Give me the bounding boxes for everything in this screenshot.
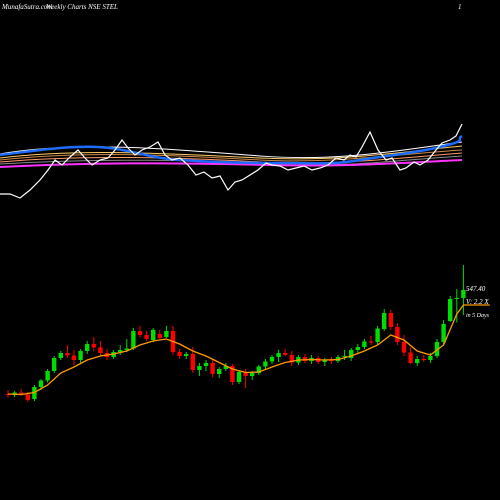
candle-body xyxy=(448,299,453,321)
period-label: in 5 Days xyxy=(466,313,490,319)
header-right-text: 1 xyxy=(458,3,462,11)
candle-body xyxy=(124,348,129,350)
candle-body xyxy=(375,328,380,342)
candle-body xyxy=(98,347,103,353)
candle-body xyxy=(78,351,83,360)
candle-body xyxy=(322,359,327,362)
candle-body xyxy=(203,363,209,366)
candle-body xyxy=(144,335,149,339)
candle-body xyxy=(197,366,202,370)
candle-body xyxy=(382,313,387,329)
candle-body xyxy=(131,331,136,349)
candle-body xyxy=(164,331,169,337)
candle-body xyxy=(408,352,413,363)
change-label: V: 2.2 X xyxy=(466,298,489,306)
candle-body xyxy=(157,334,162,338)
candle-body xyxy=(91,344,96,348)
candle-body xyxy=(230,366,235,382)
ema-line xyxy=(7,304,490,396)
candle-body xyxy=(223,366,228,369)
candle-body xyxy=(217,369,222,374)
candle-body xyxy=(184,354,189,356)
candle-body xyxy=(65,353,70,356)
indicator-panel xyxy=(0,123,463,199)
chart-title: Weekly Charts NSE STEL xyxy=(46,3,118,11)
candle-body xyxy=(210,363,215,374)
candle-body xyxy=(151,330,156,340)
candle-body xyxy=(190,354,195,370)
indicator-white-line xyxy=(0,123,463,199)
candle-body xyxy=(243,372,248,376)
candle-body xyxy=(269,357,275,362)
candle-body xyxy=(137,331,143,335)
ma-line-blue xyxy=(0,134,463,165)
candle-body xyxy=(85,344,90,351)
candle-body xyxy=(349,350,354,358)
candle-body xyxy=(428,356,433,360)
candle-body xyxy=(395,327,400,342)
candle-body xyxy=(256,366,261,373)
candle-body xyxy=(355,347,360,350)
candle-body xyxy=(368,341,374,343)
candle-body xyxy=(25,394,30,400)
candle-body xyxy=(421,359,426,360)
candle-body xyxy=(342,356,347,357)
candle-body xyxy=(415,359,420,363)
candle-body xyxy=(45,371,50,381)
candle-body xyxy=(283,353,288,355)
candle-body xyxy=(289,355,294,363)
candle-body xyxy=(118,350,123,352)
candle-body xyxy=(263,361,268,367)
candle-body xyxy=(434,342,440,356)
candle-body xyxy=(250,373,255,376)
last-price-label: 547.40 xyxy=(466,285,486,293)
candle-body xyxy=(71,355,77,360)
candle-body xyxy=(58,353,63,358)
candle-body xyxy=(177,352,182,356)
candle-body xyxy=(276,353,281,357)
candle-body xyxy=(401,342,407,353)
candle-body xyxy=(388,313,393,327)
candle-body xyxy=(38,380,44,387)
candle-body xyxy=(461,290,466,298)
header-left-text: MunafaSutra.com xyxy=(1,3,52,11)
candle-body xyxy=(236,372,242,382)
candle-body xyxy=(454,298,459,299)
candle-body xyxy=(362,341,367,347)
candle-body xyxy=(19,392,24,395)
candle-body xyxy=(302,357,308,361)
candle-body xyxy=(52,358,57,371)
candle-body xyxy=(441,324,446,342)
